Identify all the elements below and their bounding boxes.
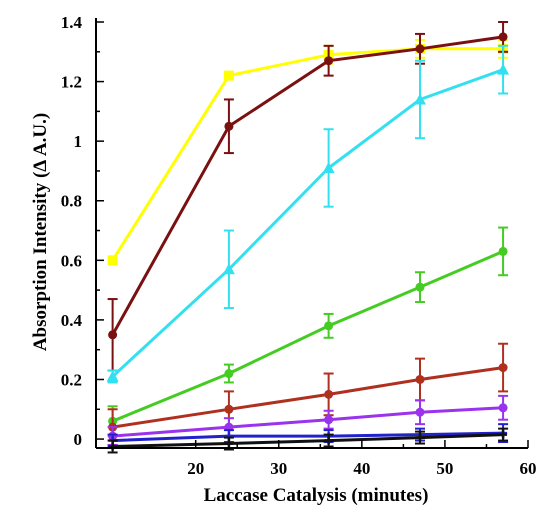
data-point (224, 439, 233, 448)
y-tick-label: 0.8 (61, 192, 82, 211)
series-layer (106, 21, 510, 454)
data-point (224, 369, 234, 379)
series-4 (107, 226, 509, 438)
data-point (415, 374, 425, 384)
series-8 (107, 427, 509, 454)
series-line (111, 68, 504, 378)
y-tick-label: 1 (74, 132, 83, 151)
x-axis-title: Laccase Catalysis (minutes) (204, 485, 429, 506)
data-point (324, 389, 334, 399)
y-axis-title: Absorption Intensity (Δ A.U.) (30, 113, 51, 351)
y-tick-label: 0.4 (61, 311, 83, 330)
x-tick-label: 50 (436, 459, 453, 478)
data-point (106, 370, 119, 382)
data-point (108, 442, 117, 451)
data-point (416, 433, 424, 442)
series-3 (106, 44, 510, 384)
data-point (324, 56, 334, 66)
data-point (324, 415, 334, 425)
series-line (112, 250, 504, 423)
axes-layer: 0 0.2 0.4 0.6 0.8 1 1.2 1.4 20 30 40 50 60 (61, 13, 537, 478)
series-line (112, 406, 504, 438)
data-point (107, 255, 118, 266)
data-point (499, 430, 508, 439)
data-point (224, 404, 234, 414)
y-tick-label: 1.4 (61, 13, 83, 32)
series-2 (107, 21, 509, 372)
data-point (414, 93, 426, 105)
data-point (222, 263, 235, 275)
data-point (415, 44, 425, 54)
y-tick-label: 0 (74, 430, 83, 449)
data-point (498, 363, 508, 373)
data-point (224, 121, 234, 131)
x-tick-label: 20 (187, 459, 204, 478)
y-tick-label: 0.6 (61, 251, 82, 270)
series-line (111, 35, 504, 336)
y-tick-label: 1.2 (61, 73, 82, 92)
data-point (223, 70, 234, 81)
x-tick-label: 30 (270, 459, 287, 478)
data-point (324, 436, 333, 445)
x-tick-label: 60 (520, 459, 537, 478)
data-point (322, 161, 335, 173)
data-point (415, 282, 425, 292)
data-point (108, 330, 118, 340)
y-tick-label: 0.2 (61, 370, 82, 389)
series-5 (107, 342, 509, 447)
x-tick-label: 40 (353, 459, 370, 478)
data-point (415, 407, 425, 417)
data-point (498, 32, 508, 42)
data-point (498, 403, 508, 413)
data-point (498, 246, 508, 256)
data-point (324, 321, 334, 331)
data-point (497, 63, 510, 75)
